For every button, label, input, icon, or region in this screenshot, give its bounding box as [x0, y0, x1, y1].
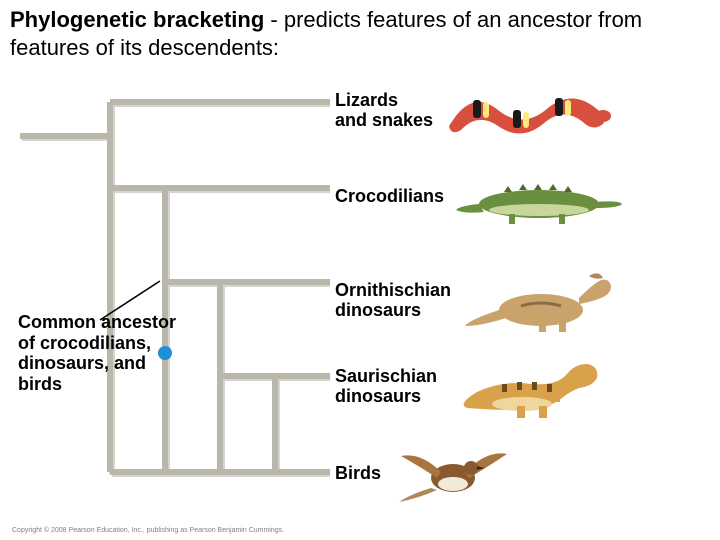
saurischian-icon [447, 356, 617, 418]
bird-icon [391, 444, 511, 504]
snake-icon [443, 80, 613, 142]
copyright-text: Copyright © 2008 Pearson Education, Inc.… [12, 527, 284, 534]
phylogenetic-tree [10, 72, 330, 492]
taxon-label: Crocodilians [335, 187, 444, 207]
tree-svg [10, 72, 330, 492]
title-strong: Phylogenetic bracketing [10, 7, 264, 32]
taxon-crocodilians: Crocodilians [335, 166, 710, 228]
taxon-birds: Birds [335, 444, 710, 504]
taxon-ornithischian: Ornithischian dinosaurs [335, 270, 710, 332]
page-title: Phylogenetic bracketing - predicts featu… [10, 6, 710, 61]
taxon-lizards-snakes: Lizards and snakes [335, 80, 710, 142]
taxon-label: Ornithischian dinosaurs [335, 281, 451, 321]
taxa-list: Lizards and snakes Crocodilians [335, 72, 710, 492]
taxon-label: Saurischian dinosaurs [335, 367, 437, 407]
common-ancestor-label: Common ancestor of crocodilians, dinosau… [18, 312, 178, 395]
ornithischian-icon [461, 270, 631, 332]
crocodile-icon [454, 166, 624, 228]
taxon-label: Birds [335, 464, 381, 484]
taxon-label: Lizards and snakes [335, 91, 433, 131]
taxon-saurischian: Saurischian dinosaurs [335, 356, 710, 418]
